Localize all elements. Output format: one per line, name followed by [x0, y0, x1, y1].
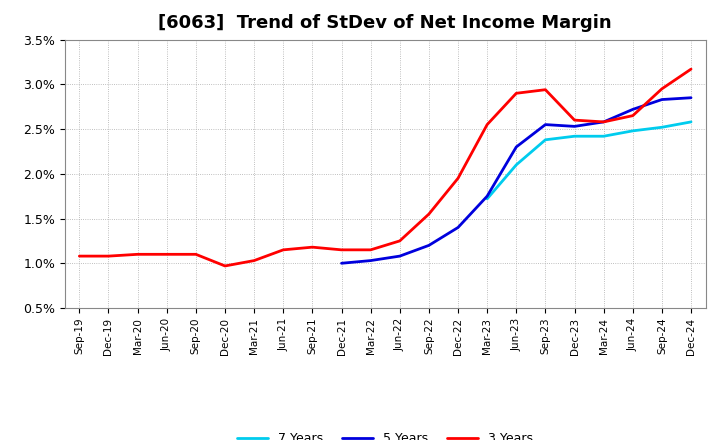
- 7 Years: [541, 137, 550, 143]
- 3 Years: [483, 122, 492, 127]
- 5 Years: [337, 260, 346, 266]
- 5 Years: [512, 144, 521, 150]
- 3 Years: [366, 247, 375, 253]
- 5 Years: [687, 95, 696, 100]
- 3 Years: [512, 91, 521, 96]
- 5 Years: [425, 243, 433, 248]
- 5 Years: [570, 124, 579, 129]
- 3 Years: [220, 263, 229, 268]
- 7 Years: [483, 196, 492, 202]
- 5 Years: [395, 253, 404, 259]
- Line: 5 Years: 5 Years: [341, 98, 691, 263]
- 5 Years: [541, 122, 550, 127]
- 3 Years: [687, 66, 696, 72]
- 3 Years: [104, 253, 113, 259]
- 3 Years: [599, 119, 608, 125]
- 3 Years: [425, 212, 433, 217]
- 3 Years: [657, 86, 666, 92]
- 3 Years: [279, 247, 287, 253]
- 3 Years: [395, 238, 404, 244]
- 5 Years: [454, 225, 462, 230]
- 3 Years: [75, 253, 84, 259]
- 7 Years: [599, 134, 608, 139]
- 3 Years: [541, 87, 550, 92]
- 7 Years: [512, 162, 521, 168]
- 7 Years: [629, 128, 637, 133]
- 3 Years: [629, 113, 637, 118]
- 7 Years: [570, 134, 579, 139]
- 3 Years: [192, 252, 200, 257]
- 3 Years: [250, 258, 258, 263]
- 5 Years: [483, 194, 492, 199]
- Line: 7 Years: 7 Years: [487, 122, 691, 199]
- Title: [6063]  Trend of StDev of Net Income Margin: [6063] Trend of StDev of Net Income Marg…: [158, 15, 612, 33]
- 5 Years: [366, 258, 375, 263]
- 3 Years: [308, 245, 317, 250]
- 3 Years: [337, 247, 346, 253]
- 5 Years: [629, 107, 637, 112]
- 3 Years: [454, 176, 462, 181]
- Legend: 7 Years, 5 Years, 3 Years: 7 Years, 5 Years, 3 Years: [232, 427, 539, 440]
- 3 Years: [570, 117, 579, 123]
- 7 Years: [687, 119, 696, 125]
- 3 Years: [163, 252, 171, 257]
- Line: 3 Years: 3 Years: [79, 69, 691, 266]
- 7 Years: [657, 125, 666, 130]
- 5 Years: [599, 119, 608, 125]
- 5 Years: [657, 97, 666, 102]
- 3 Years: [133, 252, 142, 257]
